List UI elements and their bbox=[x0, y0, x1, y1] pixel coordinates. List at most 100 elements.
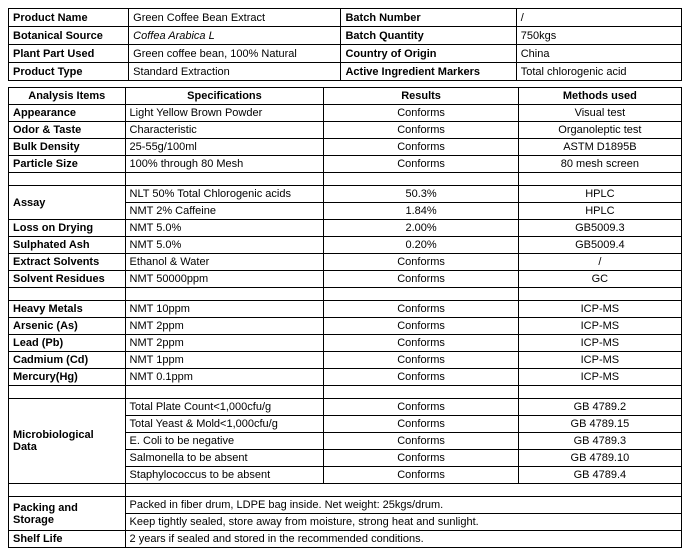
result: Conforms bbox=[324, 254, 518, 271]
analysis-item: Arsenic (As) bbox=[9, 318, 126, 335]
spec: NMT 5.0% bbox=[125, 220, 324, 237]
col-header: Results bbox=[324, 88, 518, 105]
method: HPLC bbox=[518, 203, 681, 220]
label: Product Type bbox=[9, 63, 129, 81]
analysis-item: Assay bbox=[9, 186, 126, 220]
spec: NLT 50% Total Chlorogenic acids bbox=[125, 186, 324, 203]
result: Conforms bbox=[324, 416, 518, 433]
result: Conforms bbox=[324, 335, 518, 352]
analysis-item: Heavy Metals bbox=[9, 301, 126, 318]
result: 1.84% bbox=[324, 203, 518, 220]
spec: 25-55g/100ml bbox=[125, 139, 324, 156]
col-header: Methods used bbox=[518, 88, 681, 105]
blank bbox=[125, 386, 324, 399]
blank bbox=[9, 288, 126, 301]
result: Conforms bbox=[324, 369, 518, 386]
value: Green coffee bean, 100% Natural bbox=[129, 45, 341, 63]
method: ICP-MS bbox=[518, 369, 681, 386]
product-header-table: Product NameGreen Coffee Bean ExtractBat… bbox=[8, 8, 682, 81]
blank bbox=[324, 288, 518, 301]
analysis-item: Packing and Storage bbox=[9, 497, 126, 531]
method: Organoleptic test bbox=[518, 122, 681, 139]
result: Conforms bbox=[324, 318, 518, 335]
analysis-item: Shelf Life bbox=[9, 531, 126, 548]
spec: Total Yeast & Mold<1,000cfu/g bbox=[125, 416, 324, 433]
method: GB 4789.3 bbox=[518, 433, 681, 450]
method: GC bbox=[518, 271, 681, 288]
value: Green Coffee Bean Extract bbox=[129, 9, 341, 27]
spec: 100% through 80 Mesh bbox=[125, 156, 324, 173]
label: Batch Quantity bbox=[341, 27, 516, 45]
label: Product Name bbox=[9, 9, 129, 27]
spec: NMT 0.1ppm bbox=[125, 369, 324, 386]
col-header: Specifications bbox=[125, 88, 324, 105]
blank bbox=[9, 173, 126, 186]
result: Conforms bbox=[324, 399, 518, 416]
method: HPLC bbox=[518, 186, 681, 203]
result: 50.3% bbox=[324, 186, 518, 203]
label: Country of Origin bbox=[341, 45, 516, 63]
result: Conforms bbox=[324, 467, 518, 484]
blank bbox=[125, 288, 324, 301]
method: GB5009.4 bbox=[518, 237, 681, 254]
method: GB5009.3 bbox=[518, 220, 681, 237]
value: Standard Extraction bbox=[129, 63, 341, 81]
method: GB 4789.15 bbox=[518, 416, 681, 433]
analysis-item: Solvent Residues bbox=[9, 271, 126, 288]
analysis-item: Cadmium (Cd) bbox=[9, 352, 126, 369]
spec: NMT 1ppm bbox=[125, 352, 324, 369]
wide-text: Keep tightly sealed, store away from moi… bbox=[125, 514, 681, 531]
value: Coffea Arabica L bbox=[129, 27, 341, 45]
method: / bbox=[518, 254, 681, 271]
spec: NMT 2ppm bbox=[125, 335, 324, 352]
spec: Staphylococcus to be absent bbox=[125, 467, 324, 484]
spec: Characteristic bbox=[125, 122, 324, 139]
method: GB 4789.4 bbox=[518, 467, 681, 484]
spec: Light Yellow Brown Powder bbox=[125, 105, 324, 122]
wide-text: 2 years if sealed and stored in the reco… bbox=[125, 531, 681, 548]
value: Total chlorogenic acid bbox=[516, 63, 681, 81]
analysis-item: Appearance bbox=[9, 105, 126, 122]
method: GB 4789.10 bbox=[518, 450, 681, 467]
blank bbox=[125, 173, 324, 186]
method: GB 4789.2 bbox=[518, 399, 681, 416]
wide-text: Packed in fiber drum, LDPE bag inside. N… bbox=[125, 497, 681, 514]
method: ICP-MS bbox=[518, 301, 681, 318]
label: Active Ingredient Markers bbox=[341, 63, 516, 81]
spec: NMT 2% Caffeine bbox=[125, 203, 324, 220]
result: 2.00% bbox=[324, 220, 518, 237]
col-header: Analysis Items bbox=[9, 88, 126, 105]
value: / bbox=[516, 9, 681, 27]
result: Conforms bbox=[324, 156, 518, 173]
spec: Ethanol & Water bbox=[125, 254, 324, 271]
spec: NMT 10ppm bbox=[125, 301, 324, 318]
result: Conforms bbox=[324, 105, 518, 122]
blank bbox=[9, 484, 126, 497]
value: China bbox=[516, 45, 681, 63]
analysis-table: Analysis ItemsSpecificationsResultsMetho… bbox=[8, 87, 682, 548]
analysis-item: Particle Size bbox=[9, 156, 126, 173]
blank bbox=[324, 386, 518, 399]
method: ICP-MS bbox=[518, 335, 681, 352]
spec: NMT 50000ppm bbox=[125, 271, 324, 288]
analysis-item: Odor & Taste bbox=[9, 122, 126, 139]
method: ICP-MS bbox=[518, 352, 681, 369]
label: Botanical Source bbox=[9, 27, 129, 45]
analysis-item: Mercury(Hg) bbox=[9, 369, 126, 386]
spec: E. Coli to be negative bbox=[125, 433, 324, 450]
result: Conforms bbox=[324, 433, 518, 450]
analysis-item: Sulphated Ash bbox=[9, 237, 126, 254]
method: 80 mesh screen bbox=[518, 156, 681, 173]
analysis-item: Lead (Pb) bbox=[9, 335, 126, 352]
result: Conforms bbox=[324, 301, 518, 318]
result: Conforms bbox=[324, 271, 518, 288]
analysis-item: Loss on Drying bbox=[9, 220, 126, 237]
spec: NMT 5.0% bbox=[125, 237, 324, 254]
method: ICP-MS bbox=[518, 318, 681, 335]
result: Conforms bbox=[324, 450, 518, 467]
spec: Total Plate Count<1,000cfu/g bbox=[125, 399, 324, 416]
method: Visual test bbox=[518, 105, 681, 122]
result: Conforms bbox=[324, 122, 518, 139]
result: Conforms bbox=[324, 139, 518, 156]
result: 0.20% bbox=[324, 237, 518, 254]
